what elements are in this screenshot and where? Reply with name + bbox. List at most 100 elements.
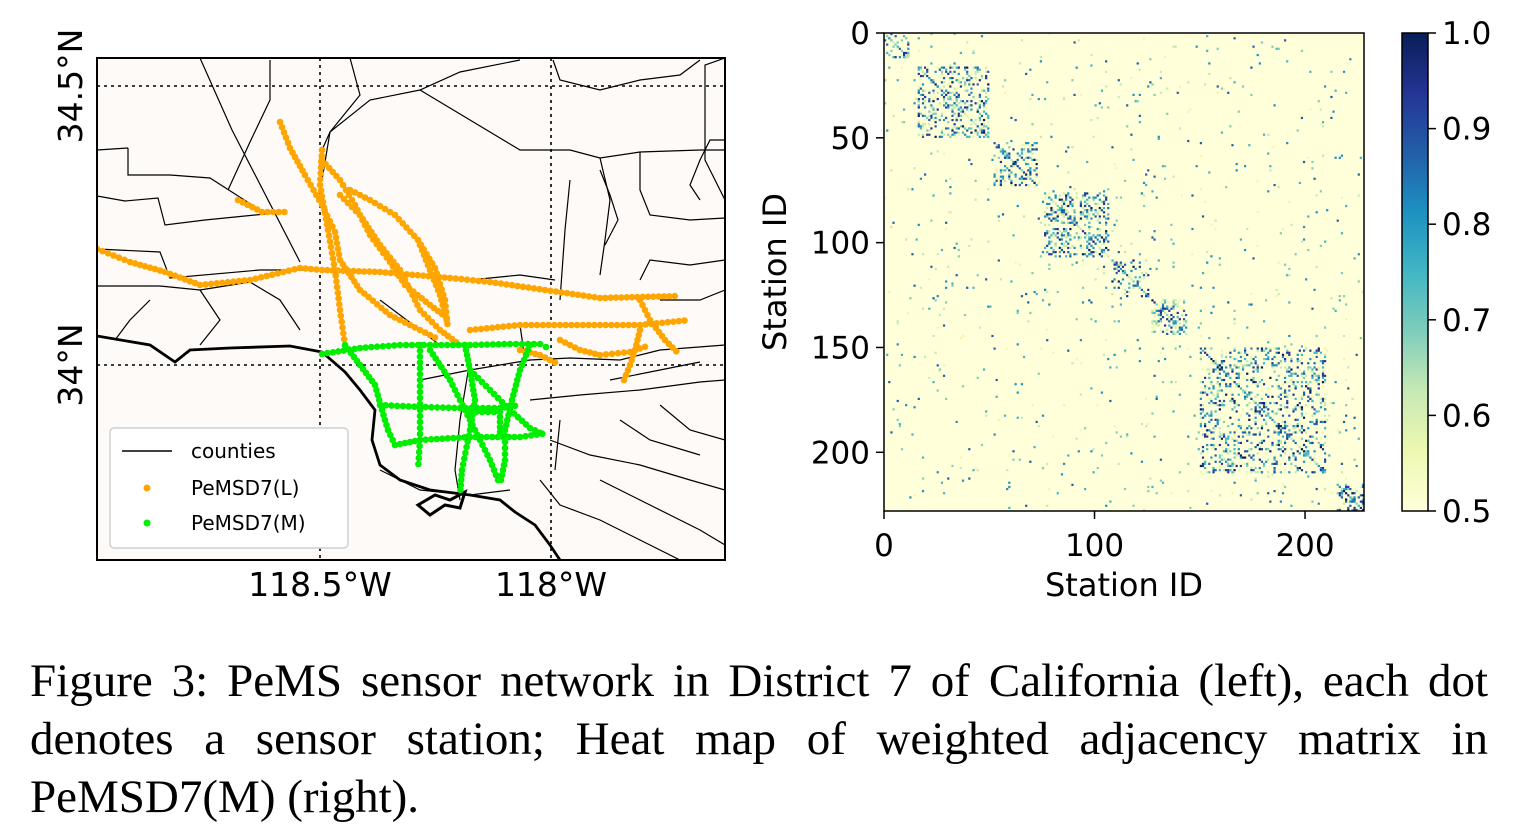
- heatmap-cell: [1296, 425, 1299, 428]
- heatmap-cell: [1166, 87, 1169, 90]
- heatmap-cell: [1237, 435, 1240, 438]
- pemsd7-l-station-dot: [330, 261, 338, 268]
- heatmap-cell: [1237, 360, 1240, 363]
- heatmap-cell: [985, 66, 988, 69]
- heatmap-cell: [953, 62, 956, 65]
- heatmap-cell: [1178, 322, 1181, 325]
- heatmap-cell: [1254, 406, 1257, 409]
- heatmap-cell: [1134, 276, 1137, 279]
- heatmap-cell: [924, 66, 927, 69]
- heatmap-cell: [1277, 443, 1280, 447]
- heatmap-cell: [1010, 116, 1013, 120]
- heatmap-cell: [1235, 162, 1238, 166]
- heatmap-cell: [1062, 213, 1066, 216]
- heatmap-cell: [1359, 156, 1362, 159]
- heatmap-cell: [1244, 351, 1247, 354]
- heatmap-cell: [1273, 370, 1276, 373]
- heatmap-cell: [949, 97, 952, 101]
- heatmap-cell: [1225, 450, 1228, 453]
- heatmap-cell: [1328, 414, 1331, 417]
- heatmap-cell: [1273, 429, 1276, 432]
- heatmap-cell: [1254, 368, 1257, 371]
- pemsd7-m-station-dot: [501, 432, 509, 440]
- pemsd7-l-station-dot: [608, 321, 615, 329]
- heatmap-cell: [951, 464, 954, 468]
- heatmap-cell: [926, 74, 929, 78]
- heatmap-cell: [1044, 196, 1047, 199]
- heatmap-cell: [1054, 255, 1057, 258]
- heatmap-cell: [1324, 427, 1327, 430]
- heatmap-cell: [1345, 91, 1348, 94]
- heatmap-cell: [1248, 425, 1251, 428]
- heatmap-cell: [1252, 401, 1255, 405]
- pemsd7-l-station-dot: [275, 208, 283, 216]
- heatmap-cell: [892, 41, 895, 44]
- heatmap-cell: [1296, 466, 1299, 470]
- pemsd7-l-station-dot: [241, 277, 248, 284]
- heatmap-cell: [1227, 385, 1230, 388]
- heatmap-cell: [1048, 303, 1051, 306]
- heatmap-cell: [1359, 506, 1362, 510]
- heatmap-cell: [1315, 418, 1318, 421]
- heatmap-cell: [1098, 227, 1101, 231]
- heatmap-cell: [942, 324, 946, 327]
- heatmap-cell: [1050, 246, 1053, 250]
- heatmap-cell: [957, 106, 960, 109]
- heatmap-cell: [921, 477, 925, 480]
- heatmap-cell: [1022, 144, 1026, 147]
- pemsd7-m-station-dot: [378, 406, 386, 414]
- heatmap-cell: [1046, 462, 1049, 465]
- pemsd7-l-station-dot: [531, 350, 539, 358]
- pemsd7-l-station-dot: [334, 245, 342, 253]
- pemsd7-l-station-dot: [573, 321, 581, 329]
- heatmap-cell: [974, 102, 977, 105]
- heatmap-cell: [1084, 253, 1087, 256]
- heatmap-cell: [947, 72, 950, 76]
- heatmap-cell: [1271, 418, 1274, 421]
- heatmap-cell: [964, 89, 967, 92]
- heatmap-cell: [1342, 420, 1346, 424]
- heatmap-cell: [970, 72, 973, 76]
- heatmap-cell: [1037, 217, 1040, 220]
- heatmap-cell: [1317, 349, 1320, 352]
- heatmap-cell: [982, 368, 986, 371]
- heatmap-cell: [1286, 406, 1289, 409]
- heatmap-cell: [955, 72, 958, 76]
- pemsd7-l-station-dot: [508, 281, 516, 289]
- pemsd7-m-station-dot: [383, 421, 390, 429]
- heatmap-cell: [999, 278, 1002, 281]
- heatmap-cell: [1092, 234, 1095, 237]
- heatmap-cell: [955, 104, 958, 107]
- heatmap-cell: [1239, 362, 1242, 365]
- heatmap-cell: [993, 142, 996, 145]
- heatmap-cell: [1058, 230, 1061, 233]
- heatmap-cell: [1307, 383, 1310, 386]
- pemsd7-l-station-dot: [115, 254, 123, 261]
- heatmap-cell: [1138, 68, 1141, 71]
- heatmap-cell: [1210, 383, 1213, 386]
- colorbar-tick-label: 0.7: [1442, 303, 1491, 339]
- heatmap-cell: [930, 265, 933, 268]
- heatmap-cell: [1105, 246, 1108, 250]
- heatmap-cell: [1288, 433, 1291, 436]
- heatmap-cell: [1208, 347, 1211, 350]
- heatmap-cell: [1361, 494, 1365, 497]
- pemsd7-l-station-dot: [376, 202, 384, 210]
- heatmap-cell: [1292, 452, 1295, 455]
- heatmap-cell: [980, 100, 984, 103]
- heatmap-cell: [980, 35, 984, 38]
- heatmap-cell: [1113, 267, 1116, 271]
- heatmap-cell: [951, 108, 954, 111]
- pemsd7-l-station-dot: [146, 264, 154, 272]
- heatmap-cell: [1126, 290, 1129, 294]
- heatmap-cell: [1284, 462, 1287, 465]
- heatmap-cell: [1288, 381, 1291, 384]
- heatmap-cell: [1142, 290, 1146, 294]
- heatmap-cell: [985, 100, 988, 103]
- heatmap-cell: [1284, 420, 1287, 424]
- heatmap-cell: [1286, 393, 1289, 396]
- heatmap-cell: [1016, 204, 1019, 208]
- heatmap-cell: [945, 301, 948, 304]
- heatmap-cell: [951, 79, 954, 82]
- heatmap-cell: [1204, 425, 1207, 428]
